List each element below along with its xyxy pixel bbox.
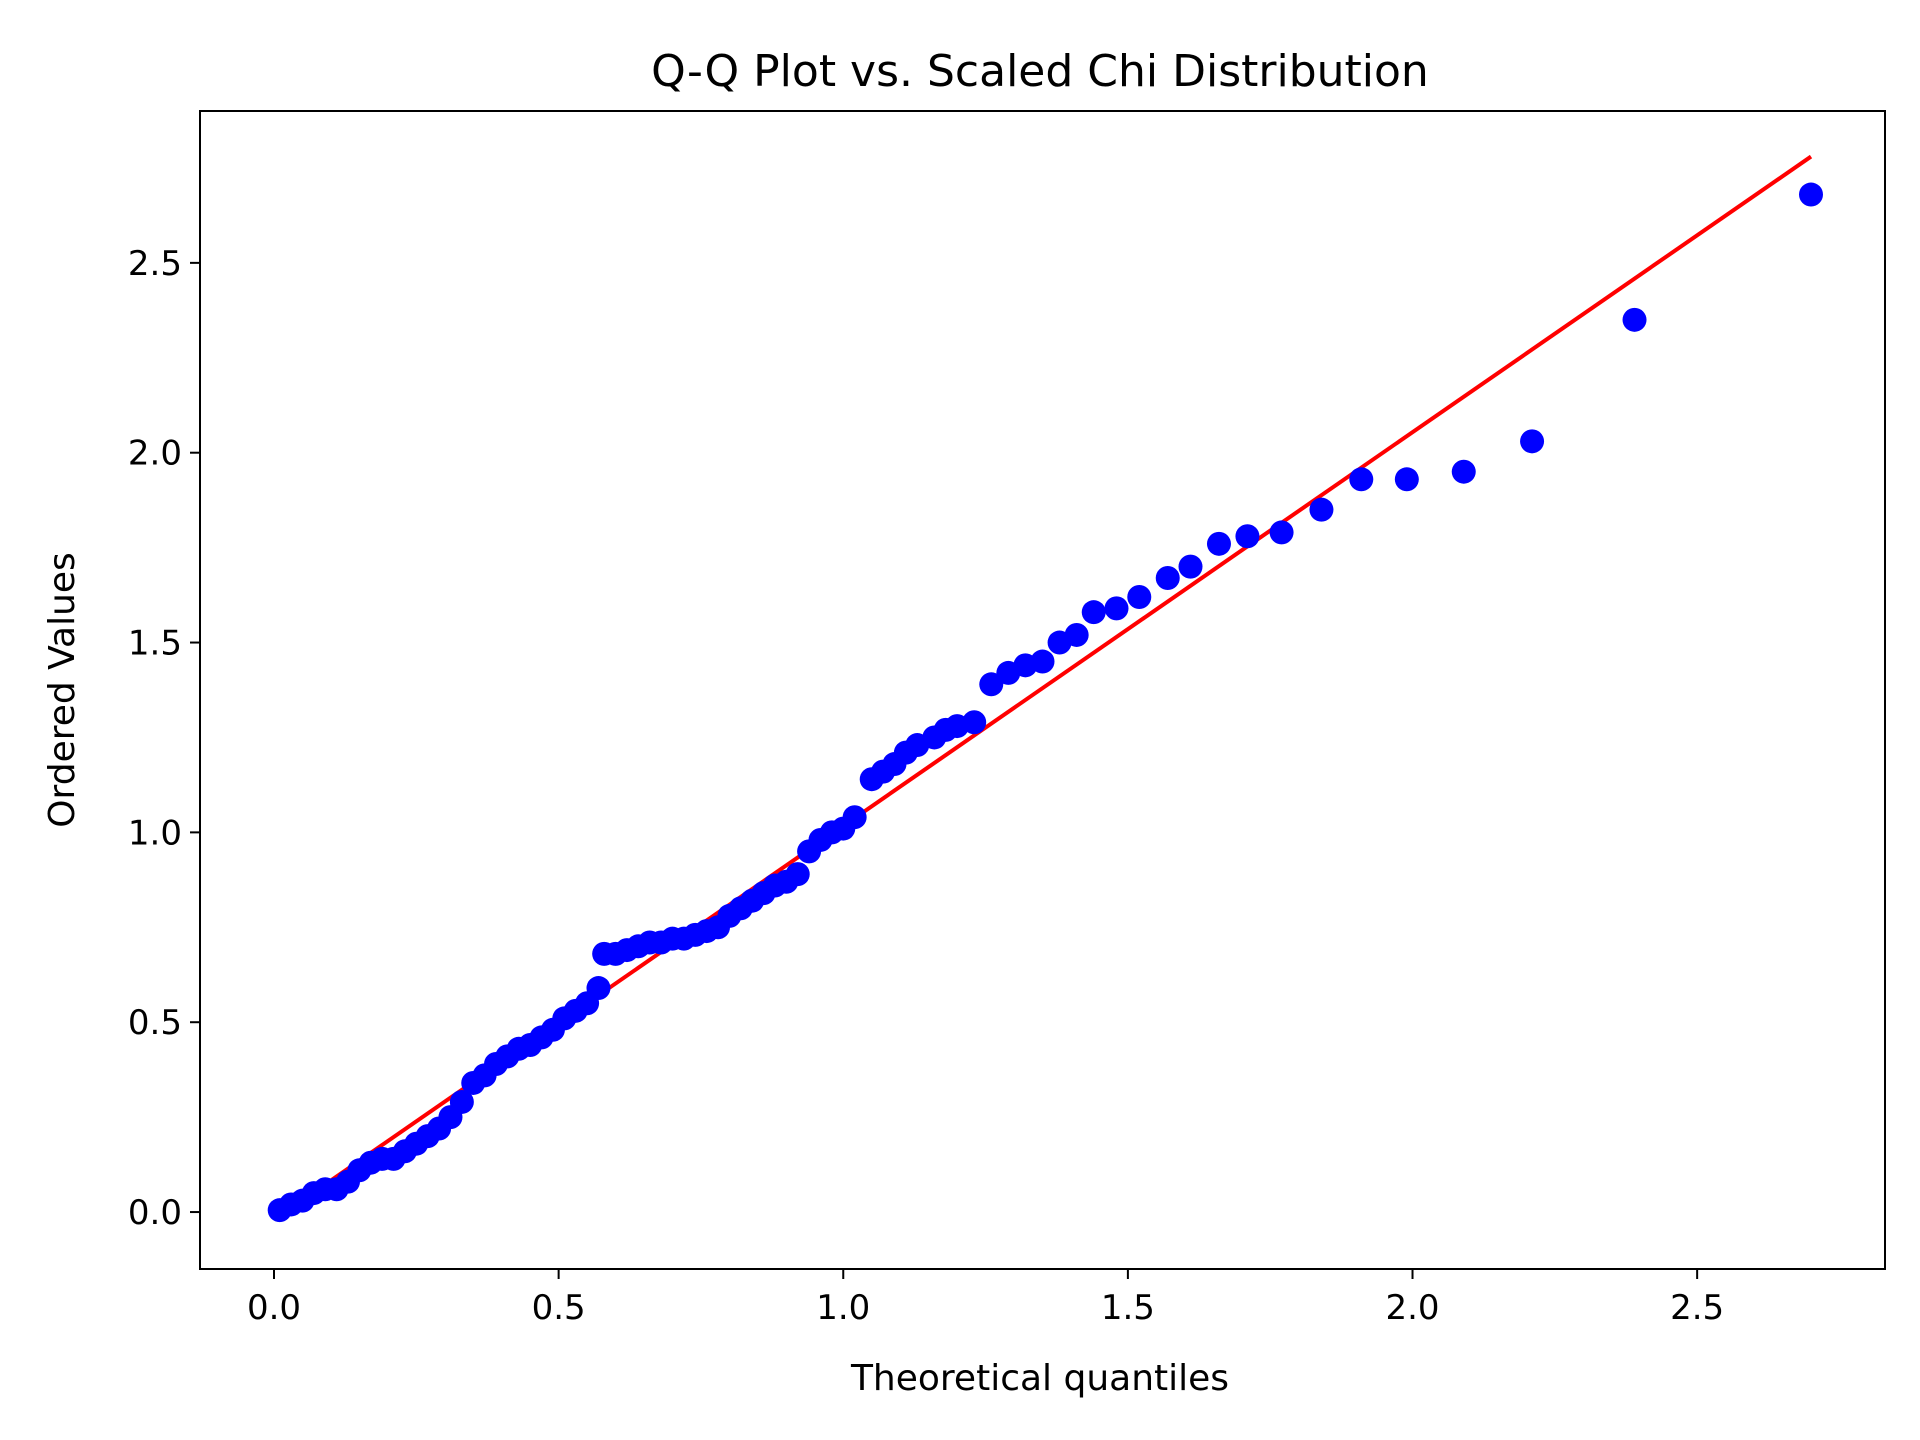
data-point <box>449 1089 474 1114</box>
data-point <box>842 805 867 830</box>
data-point <box>1394 467 1419 492</box>
data-point <box>1206 531 1231 556</box>
x-tick-label: 1.5 <box>1101 1288 1155 1328</box>
data-point <box>1349 467 1374 492</box>
x-tick-label: 2.0 <box>1385 1288 1439 1328</box>
x-tick-label: 2.5 <box>1670 1288 1724 1328</box>
y-axis-label: Ordered Values <box>42 552 83 828</box>
data-point <box>1127 584 1152 609</box>
data-point <box>1798 182 1823 207</box>
x-tick-label: 1.0 <box>816 1288 870 1328</box>
data-point <box>1309 497 1334 522</box>
x-tick-label: 0.5 <box>532 1288 586 1328</box>
y-tick-label: 2.5 <box>128 244 182 284</box>
data-point <box>586 976 611 1001</box>
x-axis-label: Theoretical quantiles <box>850 1358 1229 1399</box>
data-point <box>785 862 810 887</box>
data-point <box>1622 307 1647 332</box>
data-point <box>1235 524 1260 549</box>
data-point <box>1030 649 1055 674</box>
data-point <box>1178 554 1203 579</box>
data-point <box>1064 622 1089 647</box>
y-tick-label: 2.0 <box>128 434 182 474</box>
y-tick-label: 1.0 <box>128 813 182 853</box>
axes-frame <box>199 110 1886 1270</box>
y-tick-label: 0.5 <box>128 1003 182 1043</box>
scatter-series <box>267 182 1823 1223</box>
data-point <box>1520 429 1545 454</box>
data-point <box>1269 520 1294 545</box>
y-axis-ticks: 0.0 0.5 1.0 1.5 2.0 2.5 <box>128 244 200 1233</box>
x-tick-label: 0.0 <box>247 1288 301 1328</box>
y-tick-label: 1.5 <box>128 624 182 664</box>
x-axis-ticks: 0.0 0.5 1.0 1.5 2.0 2.5 <box>247 1269 1724 1328</box>
data-point <box>962 710 987 735</box>
y-tick-label: 0.0 <box>128 1193 182 1233</box>
data-point <box>979 672 1004 697</box>
data-point <box>1081 600 1106 625</box>
data-point <box>1104 596 1129 621</box>
data-point <box>1155 565 1180 590</box>
chart-title: Q-Q Plot vs. Scaled Chi Distribution <box>651 46 1429 97</box>
plot-area <box>267 154 1823 1223</box>
data-point <box>1451 459 1476 484</box>
